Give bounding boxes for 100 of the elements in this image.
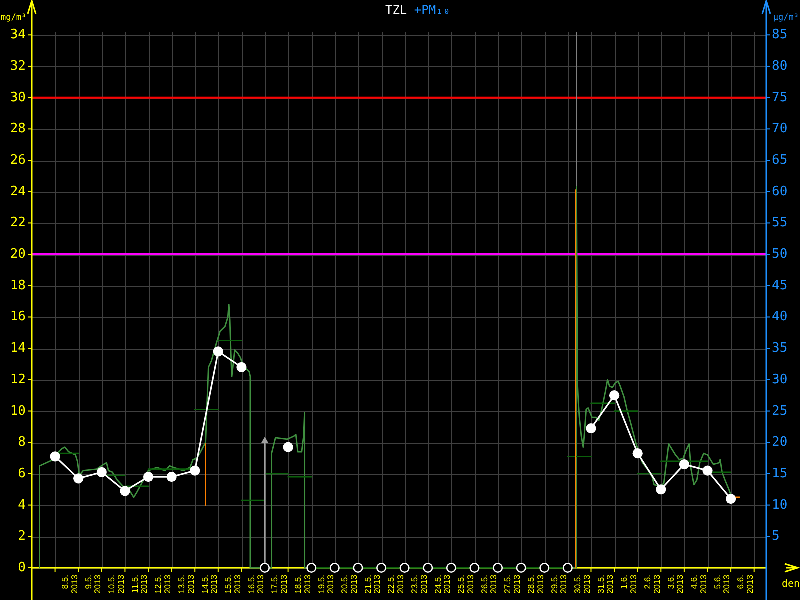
point xyxy=(679,460,690,470)
x-tick-label: 12.5. 2013 xyxy=(153,574,173,594)
point xyxy=(586,423,596,434)
point xyxy=(632,448,643,459)
point xyxy=(50,452,60,462)
x-axis-title: den xyxy=(782,579,800,590)
y2-tick-label: 10 xyxy=(772,498,788,513)
y2-tick-label: 80 xyxy=(772,58,788,74)
x-tick-label: 15.5. 2013 xyxy=(223,574,242,594)
point xyxy=(213,346,224,357)
point xyxy=(609,390,620,401)
y2-tick-label: 50 xyxy=(772,247,788,262)
x-tick-label: 23.5. 2013 xyxy=(409,574,429,594)
x-tick-label: 21.5. 2013 xyxy=(362,574,382,594)
y2-tick-label: 85 xyxy=(772,28,788,43)
x-tick-label: 13.5. 2013 xyxy=(176,574,196,594)
x-tick-label: 6.6. 2013 xyxy=(736,574,756,594)
y-tick-label: 6 xyxy=(18,466,26,482)
x-tick-label: 29.5. 2013 xyxy=(549,574,569,594)
y-tick-label: 28 xyxy=(10,122,26,137)
y2-tick-label: 70 xyxy=(772,122,788,137)
y-tick-label: 0 xyxy=(18,560,26,576)
y-tick-label: 18 xyxy=(10,278,26,294)
y-tick-label: 8 xyxy=(18,435,26,450)
y-tick-label: 10 xyxy=(10,404,26,419)
y-tick-label: 26 xyxy=(10,153,26,168)
y2-tick-label: 45 xyxy=(772,278,788,294)
x-tick-label: 28.5. 2013 xyxy=(526,574,546,594)
x-tick-label: 27.5. 2013 xyxy=(502,574,522,594)
y-tick-label: 22 xyxy=(10,216,26,231)
y-tick-label: 12 xyxy=(10,372,26,388)
x-tick-label: 18.5. 2013 xyxy=(292,574,312,594)
y2-tick-label: 5 xyxy=(772,529,780,544)
x-tick-label: 5.6. 2013 xyxy=(712,574,732,594)
point xyxy=(143,472,154,482)
x-tick-label: 19.5. 2013 xyxy=(316,574,336,594)
y2-tick-label: 20 xyxy=(772,435,788,450)
point xyxy=(446,562,456,574)
point xyxy=(261,436,269,444)
x-tick-label: 26.5. 2013 xyxy=(479,574,499,594)
chart-title: TZL +PM₁₀ xyxy=(385,3,451,17)
y-tick-label: 14 xyxy=(10,341,26,356)
point xyxy=(120,486,130,496)
y-tick-label: 2 xyxy=(18,529,26,544)
point xyxy=(376,562,387,574)
y2-tick-label: 30 xyxy=(772,372,788,388)
x-tick-label: 11.5. 2013 xyxy=(130,574,150,594)
y2-tick-label: 40 xyxy=(772,310,788,325)
point xyxy=(493,562,504,574)
x-tick-label: 22.5. 2013 xyxy=(386,574,406,594)
x-tick-label: 1.6. 2013 xyxy=(619,574,639,594)
y2-axis-title: µg/m³ xyxy=(773,13,799,23)
point xyxy=(423,562,434,574)
point xyxy=(656,484,666,495)
point xyxy=(702,466,713,476)
y2-tick-label: 25 xyxy=(772,404,788,419)
x-tick-label: 14.5. 2013 xyxy=(200,574,220,594)
y2-tick-label: 55 xyxy=(772,216,788,231)
point xyxy=(562,562,573,574)
y2-tick-label: 35 xyxy=(772,341,788,356)
x-tick-label: 3.6. 2013 xyxy=(666,574,686,594)
x-tick-label: 16.5. 2013 xyxy=(246,574,266,594)
y-axis-title: mg/m³ xyxy=(1,13,27,23)
y-tick-label: 32 xyxy=(10,58,26,74)
x-tick-label: 25.5. 2013 xyxy=(456,574,476,594)
point xyxy=(96,467,107,478)
y2-tick-label: 15 xyxy=(772,466,788,482)
x-tick-label: 8.5. 2013 xyxy=(60,574,80,594)
y-tick-label: 16 xyxy=(10,310,26,325)
point xyxy=(190,466,200,476)
y-tick-label: 4 xyxy=(18,498,26,513)
point xyxy=(353,562,364,574)
point xyxy=(236,362,247,372)
x-tick-label: 4.6. 2013 xyxy=(689,574,708,594)
y-tick-label: 30 xyxy=(10,90,26,106)
point xyxy=(260,562,270,574)
x-tick-label: 17.5. 2013 xyxy=(270,574,290,594)
y-tick-label: 34 xyxy=(10,28,26,43)
point xyxy=(540,562,550,574)
y2-tick-label: 60 xyxy=(772,184,788,200)
x-tick-label: 24.5. 2013 xyxy=(432,574,452,594)
x-tick-label: 2.6. 2013 xyxy=(642,574,662,594)
y2-tick-label: 65 xyxy=(772,153,788,168)
x-tick-label: 9.5. 2013 xyxy=(83,574,103,594)
point xyxy=(306,562,317,574)
y-tick-label: 24 xyxy=(10,184,26,200)
point xyxy=(470,562,480,574)
point xyxy=(166,472,177,482)
x-tick-label: 10.5. 2013 xyxy=(106,574,126,594)
point xyxy=(283,442,294,452)
x-tick-label: 30.5. 2013 xyxy=(572,574,592,594)
x-tick-label: 20.5. 2013 xyxy=(340,574,359,594)
point xyxy=(74,474,84,484)
point xyxy=(726,494,736,504)
point xyxy=(516,562,526,574)
y2-tick-label: 75 xyxy=(772,90,788,106)
x-tick-label: 31.5. 2013 xyxy=(596,574,616,594)
point xyxy=(400,562,410,574)
point xyxy=(330,562,340,574)
y-tick-label: 20 xyxy=(10,247,26,262)
